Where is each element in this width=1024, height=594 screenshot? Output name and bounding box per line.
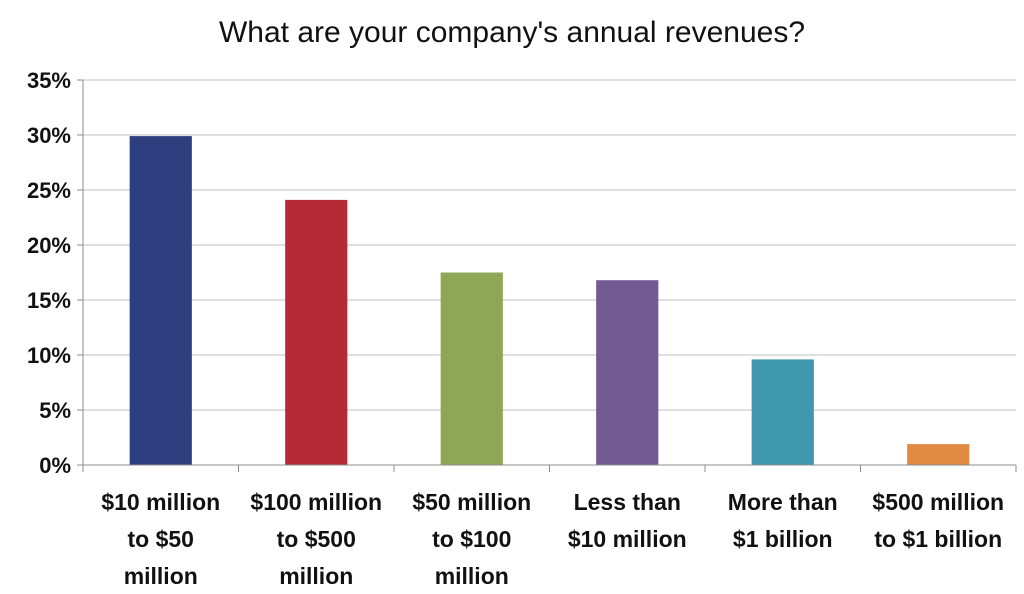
- x-category-label-line: $500 million: [872, 489, 1004, 515]
- bar: [440, 272, 503, 465]
- x-category-label-line: $10 million: [101, 489, 220, 515]
- y-axis-ticks: 0% 5% 10% 15% 20% 25% 30% 35%: [27, 68, 83, 478]
- x-category-label-line: million: [279, 563, 353, 589]
- y-tick-label: 35%: [27, 68, 71, 93]
- y-tick-label: 5%: [39, 398, 71, 423]
- bar: [129, 136, 192, 465]
- x-category-label: $100 million to $500 million: [250, 489, 382, 589]
- x-category-label-line: to $500: [277, 526, 356, 552]
- x-category-label-line: million: [435, 563, 509, 589]
- y-tick-label: 25%: [27, 178, 71, 203]
- bar: [596, 280, 659, 465]
- x-category-label-line: More than: [728, 489, 838, 515]
- x-category-label-line: million: [124, 563, 198, 589]
- x-category-label: $10 million to $50 million: [101, 489, 220, 589]
- gridlines: [83, 79, 1016, 411]
- x-category-label-line: $10 million: [568, 526, 687, 552]
- x-axis-labels: $10 million to $50 million $100 million to $…: [101, 489, 1004, 589]
- y-tick-label: 10%: [27, 343, 71, 368]
- x-category-label-line: to $100: [432, 526, 511, 552]
- x-category-label: $500 million to $1 billion: [872, 489, 1004, 552]
- bars: [129, 136, 970, 465]
- x-category-label-line: $1 billion: [733, 526, 833, 552]
- y-tick-label: 20%: [27, 233, 71, 258]
- y-tick-label: 30%: [27, 123, 71, 148]
- x-category-label-line: to $1 billion: [874, 526, 1002, 552]
- x-category-label: More than $1 billion: [728, 489, 838, 552]
- axes: [82, 80, 1017, 472]
- bar: [907, 444, 970, 465]
- x-category-label-line: $50 million: [412, 489, 531, 515]
- y-tick-label: 0%: [39, 453, 71, 478]
- bar: [285, 199, 348, 465]
- x-category-label: Less than $10 million: [568, 489, 687, 552]
- x-category-label-line: to $50: [128, 526, 194, 552]
- x-category-label: $50 million to $100 million: [412, 489, 531, 589]
- y-tick-label: 15%: [27, 288, 71, 313]
- x-category-label-line: $100 million: [250, 489, 382, 515]
- chart-title: What are your company's annual revenues?: [219, 16, 805, 49]
- x-category-label-line: Less than: [574, 489, 681, 515]
- bar: [751, 359, 814, 465]
